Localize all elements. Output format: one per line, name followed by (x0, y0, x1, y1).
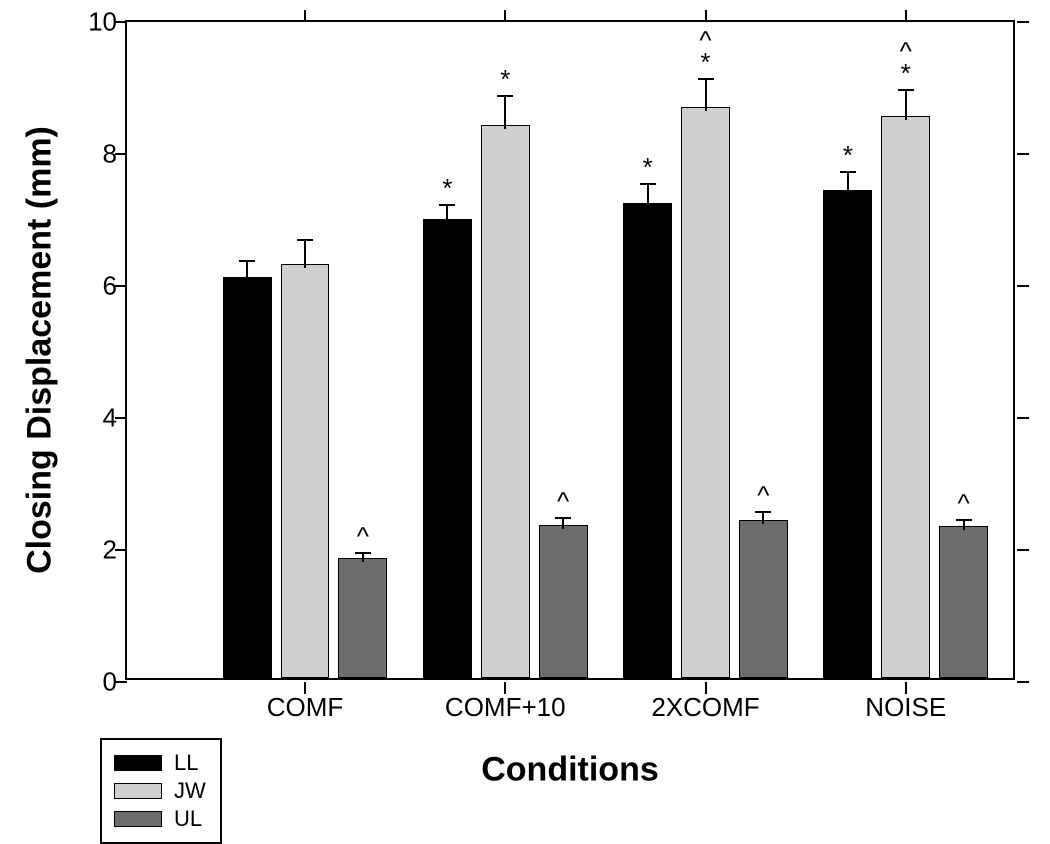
bar-ul (539, 525, 588, 678)
error-bar (963, 520, 965, 531)
x-tick-label: COMF (267, 678, 344, 723)
error-bar-cap (755, 511, 771, 513)
x-axis-title: Conditions (481, 751, 659, 790)
legend: LLJWUL (100, 738, 222, 844)
y-tick-label: 6 (103, 271, 127, 302)
bar-jw (681, 107, 730, 678)
legend-swatch (114, 811, 162, 827)
error-bar-cap (439, 204, 455, 206)
legend-swatch (114, 783, 162, 799)
annotation: * (442, 177, 452, 199)
y-tick (1017, 417, 1029, 419)
annotation: ^ (757, 484, 769, 506)
error-bar-cap (239, 260, 255, 262)
y-tick (1017, 549, 1029, 551)
error-bar-cap (840, 171, 856, 173)
error-bar (847, 172, 849, 193)
y-tick-label: 10 (88, 7, 127, 38)
legend-label: LL (174, 750, 198, 776)
error-bar (362, 553, 364, 562)
error-bar (647, 184, 649, 207)
y-tick (1017, 681, 1029, 683)
bar-ul (338, 558, 387, 678)
annotation: ^ (957, 492, 969, 514)
error-bar-cap (956, 519, 972, 521)
y-tick (1017, 285, 1029, 287)
x-tick-label: 2XCOMF (651, 678, 759, 723)
legend-item: JW (114, 778, 206, 804)
error-bar-cap (640, 183, 656, 185)
error-bar (246, 261, 248, 281)
error-bar-cap (297, 239, 313, 241)
legend-swatch (114, 755, 162, 771)
error-bar-cap (555, 517, 571, 519)
y-tick-label: 0 (103, 667, 127, 698)
annotation: * (843, 144, 853, 166)
error-bar (762, 512, 764, 524)
annotation: * (643, 156, 653, 178)
bar-jw (481, 125, 530, 678)
legend-item: UL (114, 806, 206, 832)
legend-item: LL (114, 750, 206, 776)
x-tick-label: NOISE (865, 678, 946, 723)
x-tick (304, 10, 306, 22)
error-bar (446, 205, 448, 223)
bar-jw (881, 116, 930, 678)
error-bar (304, 240, 306, 268)
bar-ul (739, 520, 788, 678)
annotation: * (500, 68, 510, 90)
y-tick (1017, 153, 1029, 155)
y-axis-title: Closing Displacement (mm) (21, 126, 60, 574)
error-bar (905, 90, 907, 120)
y-tick (1017, 21, 1029, 23)
y-tick-label: 8 (103, 139, 127, 170)
x-tick (504, 10, 506, 22)
chart-stage: 0 2 4 6 8 10 COMF ^ COMF+10 * * ^ 2XCOMF * ^* ^ NOISE * ^*… (0, 0, 1050, 833)
error-bar-cap (698, 78, 714, 80)
error-bar-cap (497, 95, 513, 97)
legend-label: JW (174, 778, 206, 804)
bar-ll (423, 219, 472, 678)
bar-ll (223, 277, 272, 678)
bar-ll (623, 203, 672, 678)
error-bar-cap (355, 552, 371, 554)
error-bar (562, 518, 564, 529)
annotation: ^* (699, 29, 711, 73)
x-tick (705, 10, 707, 22)
annotation: ^ (557, 490, 569, 512)
plot-area: 0246810COMF^COMF+10**^2XCOMF*^*^NOISE*^*… (125, 20, 1015, 680)
y-tick-label: 4 (103, 403, 127, 434)
x-tick (905, 10, 907, 22)
legend-label: UL (174, 806, 202, 832)
annotation: ^* (900, 40, 912, 84)
bar-jw (281, 264, 330, 678)
error-bar (504, 96, 506, 129)
y-tick-label: 2 (103, 535, 127, 566)
x-tick-label: COMF+10 (445, 678, 566, 723)
error-bar-cap (898, 89, 914, 91)
annotation: ^ (357, 525, 369, 547)
bar-ll (823, 190, 872, 678)
error-bar (705, 79, 707, 111)
bar-ul (939, 526, 988, 678)
